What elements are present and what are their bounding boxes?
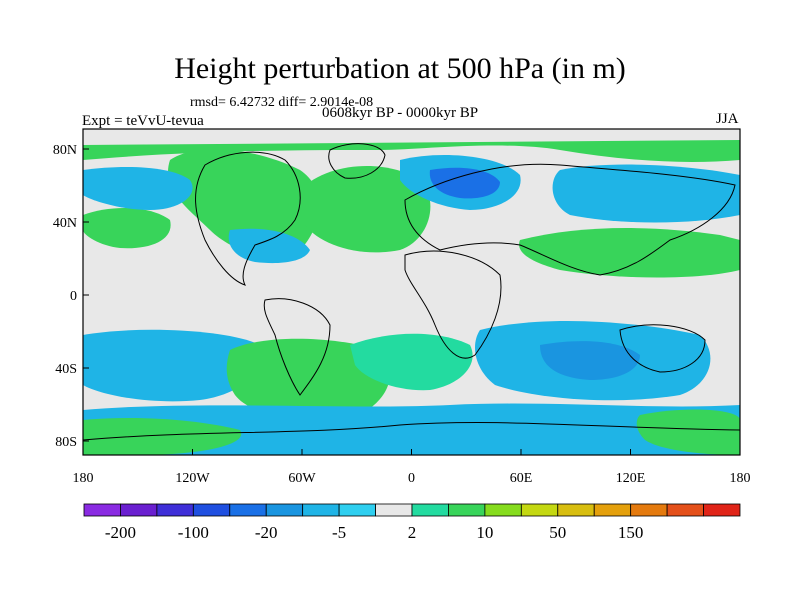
x-tick-label: 0	[408, 471, 415, 486]
contour-negative-south-pacific	[83, 329, 262, 402]
coastlines	[83, 143, 740, 441]
experiment-label: Expt = teVvU-tevua	[82, 113, 204, 129]
y-tick-label: 0	[70, 289, 77, 304]
contour-positive-antarctic	[83, 418, 242, 455]
contour-positive-east-asia	[519, 228, 740, 278]
x-tick-label: 180	[730, 471, 751, 486]
coastline-africa	[404, 250, 502, 359]
contour-positive-south-atlantic	[350, 333, 473, 391]
colorbar-label: -100	[178, 523, 209, 542]
colorbar-swatch	[448, 503, 486, 517]
colorbar-swatch	[302, 503, 340, 517]
colorbar-swatch	[557, 503, 595, 517]
colorbar-swatch	[338, 503, 376, 517]
x-tick-label: 120W	[175, 471, 210, 486]
colorbar-swatch	[666, 503, 704, 517]
x-tick-label: 60E	[510, 471, 533, 486]
contour-negative-north-pacific	[552, 164, 740, 223]
y-tick-label: 40S	[55, 362, 77, 377]
x-axis: 180 120W 60W 0 60E 120E 180	[73, 449, 751, 486]
colorbar-swatch	[520, 503, 559, 517]
colorbar-swatch	[83, 503, 121, 517]
contour-negative-southern-ocean	[83, 403, 740, 455]
colorbar-swatch	[229, 503, 267, 517]
colorbar-label: 10	[476, 523, 493, 542]
contour-positive-south-america	[226, 338, 390, 421]
contour-negative-mid-atlantic	[228, 228, 310, 264]
colorbar-swatch	[593, 503, 632, 517]
map-plot-area	[82, 128, 741, 456]
coastline-eurasia	[404, 163, 736, 276]
colorbar-swatch	[156, 503, 194, 517]
colorbar: -200 -100 -20 -5 2 10 50 150	[83, 503, 741, 542]
contour-negative-indian-ocean-core	[540, 341, 640, 380]
coastline-south-america	[263, 298, 331, 396]
contour-negative-siberia-core	[429, 167, 500, 199]
y-axis: 80N 40N 0 40S 80S	[53, 143, 89, 450]
y-tick-label: 80N	[53, 143, 77, 158]
colorbar-label: -20	[255, 523, 278, 542]
map-title: Height perturbation at 500 hPa (in m)	[174, 52, 626, 85]
colorbar-swatch	[375, 503, 413, 517]
colorbar-label: 2	[408, 523, 417, 542]
colorbar-swatch	[411, 503, 449, 517]
colorbar-label: -200	[105, 523, 136, 542]
coastline-greenland	[328, 143, 386, 179]
coastline-antarctica	[83, 422, 740, 441]
contour-positive-west-pacific	[83, 208, 171, 249]
contour-positive-north-america	[168, 149, 319, 257]
contour-positive-north-atlantic	[300, 166, 431, 253]
colorbar-swatch	[120, 503, 158, 517]
contour-negative-east-pacific	[83, 167, 193, 210]
period-label: 0608kyr BP - 0000kyr BP	[322, 105, 479, 121]
colorbar-swatch	[484, 503, 522, 517]
perturbation-field	[83, 140, 740, 455]
colorbar-label: -5	[332, 523, 346, 542]
y-tick-label: 80S	[55, 435, 77, 450]
contour-positive-ross-sea	[636, 409, 740, 455]
contour-positive-arctic-north	[83, 140, 740, 162]
rmsd-diff-stats: rmsd= 6.42732 diff= 2.9014e-08	[190, 95, 374, 110]
coastline-north-america	[195, 151, 301, 286]
x-tick-label: 60W	[288, 471, 316, 486]
colorbar-swatch	[630, 503, 668, 517]
x-tick-label: 180	[73, 471, 94, 486]
x-tick-label: 120E	[616, 471, 646, 486]
colorbar-swatch	[265, 503, 304, 517]
colorbar-swatch	[703, 503, 741, 517]
y-tick-label: 40N	[53, 216, 77, 231]
colorbar-label: 50	[549, 523, 566, 542]
colorbar-swatch	[192, 503, 231, 517]
colorbar-label: 150	[618, 523, 644, 542]
coastline-australia	[619, 324, 706, 373]
season-label: JJA	[716, 111, 739, 127]
